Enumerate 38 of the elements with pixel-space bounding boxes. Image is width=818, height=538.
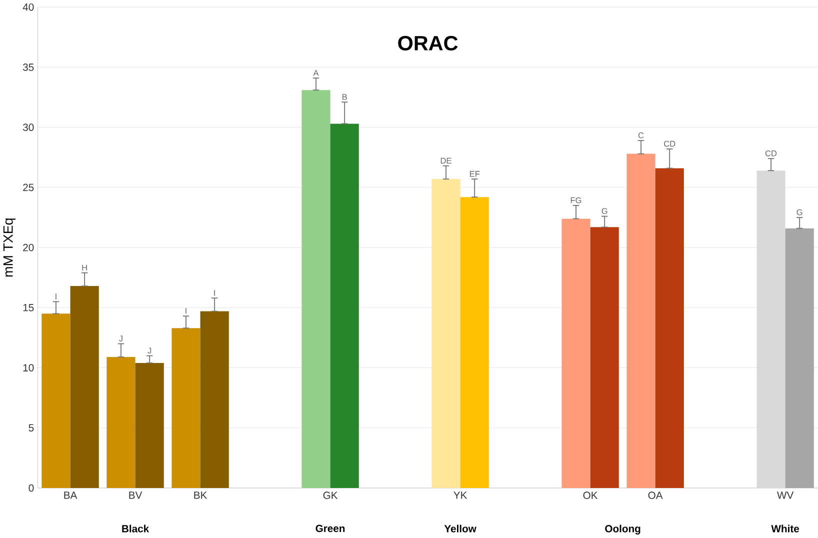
text: Green <box>316 524 345 532</box>
x-tick-label: OK <box>583 492 598 500</box>
data-label: I <box>214 290 215 296</box>
data-label: G <box>602 208 608 214</box>
text: White <box>771 524 800 532</box>
text: Oolong <box>605 524 640 535</box>
y-tick-label: 5 <box>28 424 34 432</box>
data-label: EF <box>470 171 480 177</box>
x-tick-label: OA <box>648 492 663 500</box>
y-tick-label: 20 <box>23 244 34 252</box>
y-tick-label: 35 <box>22 64 34 71</box>
y-axis-title: mM TXEq <box>3 218 16 277</box>
y-tick-label: 25 <box>23 184 34 192</box>
data-label: G <box>796 209 802 216</box>
text: Black <box>122 524 150 532</box>
x-tick-label: BV <box>129 492 142 499</box>
y-tick-label: 15 <box>23 304 34 312</box>
data-label: C <box>638 132 644 138</box>
x-tick-label: BA <box>64 492 78 499</box>
x-tick-label: GK <box>323 492 338 500</box>
text: Yellow <box>444 524 476 532</box>
data-label: B <box>342 94 347 100</box>
data-label: CD <box>664 140 676 147</box>
x-tick-label: YK <box>454 492 468 499</box>
data-label: J <box>148 348 152 354</box>
data-label: DE <box>440 158 452 164</box>
y-tick-label: 40 <box>22 4 34 11</box>
y-tick-label: 10 <box>23 364 34 372</box>
x-tick-label: BK <box>194 492 208 499</box>
y-tick-label: 30 <box>22 124 34 132</box>
x-tick-label: WV <box>777 492 794 499</box>
y-tick-label: 0 <box>28 484 34 492</box>
data-label: A <box>313 70 319 76</box>
data-label: FG <box>570 197 582 204</box>
data-label: H <box>82 264 87 271</box>
data-label: J <box>119 336 122 342</box>
data-label: CD <box>765 150 777 156</box>
text: ORAC <box>398 36 458 51</box>
